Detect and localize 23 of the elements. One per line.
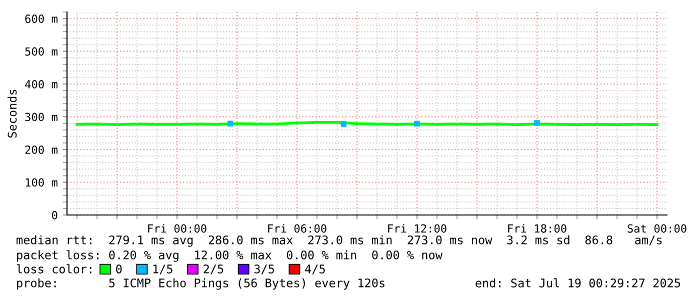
text: end: Sat Jul 19 00:29:27 2025 bbox=[476, 278, 680, 288]
text: median rtt: 279.1 ms avg 286.0 ms max 273.0 ms min 273.0 ms now 3.2 ms sd 86.8 am/s bbox=[16, 235, 662, 247]
text: probe: 5 ICMP Echo Pings (56 Bytes) every 120s bbox=[17, 278, 384, 290]
x-tick-label: Fri 00:00 bbox=[148, 224, 206, 233]
y-tick-label: 400 m bbox=[25, 80, 58, 88]
text: packet loss: 0.20 % avg 12.00 % max 0.00 % min 0.00 % now bbox=[17, 250, 442, 262]
legend-label: 2/5 bbox=[204, 264, 224, 274]
y-axis-title: Seconds bbox=[8, 90, 17, 138]
x-tick-label: Fri 18:00 bbox=[508, 224, 566, 233]
y-tick-label: 600 m bbox=[25, 14, 58, 23]
y-tick-label: 0 bbox=[52, 211, 58, 220]
legend-label: 0 bbox=[116, 264, 122, 274]
y-tick-label: 200 m bbox=[25, 146, 58, 154]
x-tick-label: Sat 00:00 bbox=[628, 224, 686, 233]
y-tick-label: 500 m bbox=[25, 47, 58, 56]
x-tick-label: Fri 12:00 bbox=[388, 224, 446, 233]
legend-label: 4/5 bbox=[305, 264, 325, 274]
legend-label: 3/5 bbox=[254, 264, 274, 274]
y-tick-label: 300 m bbox=[25, 112, 58, 122]
text: loss color: bbox=[16, 264, 92, 274]
x-tick-label: Fri 06:00 bbox=[268, 224, 326, 233]
y-tick-label: 100 m bbox=[26, 178, 58, 187]
legend-label: 1/5 bbox=[153, 264, 172, 274]
